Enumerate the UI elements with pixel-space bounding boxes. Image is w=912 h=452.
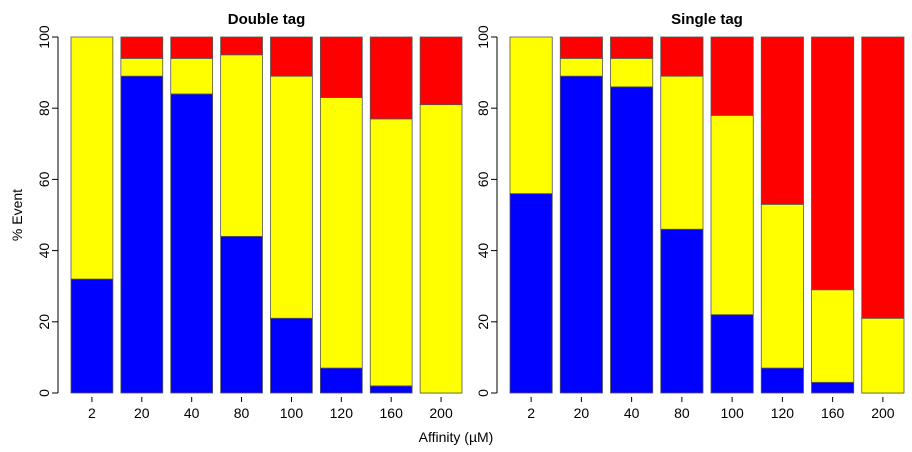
bar-segment-0-2 xyxy=(509,193,553,394)
x-tick-label: 2 xyxy=(527,405,535,421)
x-tick-label: 40 xyxy=(184,405,200,421)
bar-segment-2-20 xyxy=(120,36,164,59)
y-tick-label: 100 xyxy=(475,25,491,49)
bar-segment-1-2 xyxy=(509,36,553,195)
bar-segment-0-100 xyxy=(270,317,313,394)
bar-segment-1-160 xyxy=(811,289,855,383)
x-tick-label: 40 xyxy=(624,405,640,421)
bar-segment-2-80 xyxy=(220,36,263,56)
bar-segment-2-200 xyxy=(419,36,463,106)
y-axis-label: % Event xyxy=(9,189,25,241)
bar-segment-2-100 xyxy=(270,36,313,77)
x-tick-label: 2 xyxy=(88,405,96,421)
x-tick-label: 80 xyxy=(234,405,250,421)
bar-segment-2-160 xyxy=(369,36,413,120)
bar-segment-2-40 xyxy=(610,36,654,59)
bar-segment-1-120 xyxy=(319,97,363,369)
y-tick-label: 40 xyxy=(475,243,491,259)
x-tick-label: 20 xyxy=(134,405,150,421)
bar-segment-1-40 xyxy=(610,57,654,88)
bar-segment-0-100 xyxy=(710,314,754,394)
bar-segment-1-100 xyxy=(710,114,754,316)
y-tick-label: 0 xyxy=(36,389,52,397)
x-tick-label: 100 xyxy=(720,405,744,421)
bar-segment-1-200 xyxy=(419,104,463,394)
bar-segment-2-100 xyxy=(710,36,754,116)
bar-segment-2-40 xyxy=(170,36,214,59)
y-tick-label: 80 xyxy=(36,100,52,116)
bar-segment-0-40 xyxy=(610,86,654,394)
y-tick-label: 100 xyxy=(36,25,52,49)
bar-segment-1-120 xyxy=(760,203,804,369)
bar-segment-2-160 xyxy=(811,36,855,291)
bar-segment-1-2 xyxy=(70,36,114,280)
bar-segment-0-20 xyxy=(120,75,164,394)
y-tick-label: 40 xyxy=(36,243,52,259)
bar-segment-0-80 xyxy=(220,235,263,394)
panel-title: Double tag xyxy=(228,11,306,28)
x-tick-label: 80 xyxy=(674,405,690,421)
y-tick-label: 60 xyxy=(36,171,52,187)
panel-title: Single tag xyxy=(671,11,743,28)
bar-segment-0-160 xyxy=(811,381,855,394)
bar-segment-0-2 xyxy=(70,278,114,394)
bar-segment-1-100 xyxy=(270,75,313,319)
panel-single-tag: Single tag 0 20 40 60 80 100 2 20 40 80 100 120 160 20… xyxy=(475,11,905,421)
bar-segment-2-20 xyxy=(559,36,603,59)
bar-segment-0-80 xyxy=(660,228,704,394)
bar-segment-1-20 xyxy=(120,57,164,77)
bar-segment-0-40 xyxy=(170,93,214,394)
y-tick-label: 80 xyxy=(475,100,491,116)
x-axis-label: Affinity (µM) xyxy=(419,429,494,445)
x-tick-label: 200 xyxy=(429,405,453,421)
bar-segment-2-80 xyxy=(660,36,704,77)
bar-segment-1-20 xyxy=(559,57,603,77)
bar-segment-0-120 xyxy=(760,367,804,394)
x-tick-label: 120 xyxy=(330,405,354,421)
y-tick-label: 60 xyxy=(475,171,491,187)
x-tick-label: 160 xyxy=(380,405,404,421)
x-tick-label: 20 xyxy=(574,405,590,421)
bar-segment-1-160 xyxy=(369,118,413,387)
bar-segment-1-80 xyxy=(660,75,704,230)
bar-segment-1-200 xyxy=(861,317,905,394)
bar-segment-2-120 xyxy=(319,36,363,98)
bar-segment-0-120 xyxy=(319,367,363,394)
x-tick-label: 160 xyxy=(821,405,845,421)
bar-segment-1-40 xyxy=(170,57,214,95)
bar-segment-0-20 xyxy=(559,75,603,394)
y-tick-label: 20 xyxy=(36,314,52,330)
bar-segment-1-80 xyxy=(220,54,263,237)
x-tick-label: 100 xyxy=(280,405,304,421)
y-tick-label: 20 xyxy=(475,314,491,330)
y-tick-label: 0 xyxy=(475,389,491,397)
bar-segment-2-200 xyxy=(861,36,905,319)
x-tick-label: 200 xyxy=(871,405,895,421)
bar-segment-0-160 xyxy=(369,385,413,394)
x-tick-label: 120 xyxy=(771,405,795,421)
bar-segment-2-120 xyxy=(760,36,804,205)
panel-double-tag: Double tag % Event 0 20 40 60 80 100 2 20 40 80 100 1… xyxy=(9,11,463,421)
